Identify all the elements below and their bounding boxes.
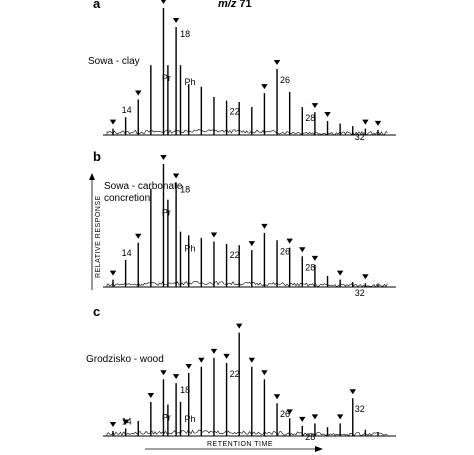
peak-label-22: 22 bbox=[230, 250, 240, 260]
peak-marker-icon bbox=[160, 155, 167, 160]
noise-trace bbox=[106, 129, 388, 136]
peak-marker-icon bbox=[286, 238, 293, 244]
peak-marker-icon bbox=[273, 59, 281, 65]
trace-panel-a: 14 Pr 18 Ph 22 26 28 32 bbox=[103, 0, 396, 142]
peak-marker-icon bbox=[362, 119, 369, 125]
trace-panel-b: 14 Pr 18 Ph 22 26 28 32 bbox=[103, 155, 396, 298]
peak-label-14: 14 bbox=[122, 105, 132, 115]
panel-letter-b: b bbox=[93, 149, 101, 164]
peak-label-14: 14 bbox=[122, 248, 132, 258]
sample-label-c: Grodzisko - wood bbox=[86, 354, 164, 365]
peak-label-ph: Ph bbox=[185, 77, 196, 87]
peak-marker-icon bbox=[185, 364, 192, 369]
x-axis-arrow bbox=[145, 446, 323, 452]
peak-label-28: 28 bbox=[305, 113, 315, 123]
peak-marker-icon bbox=[374, 120, 382, 126]
peak-marker-icon bbox=[336, 414, 344, 420]
peak-marker-icon bbox=[135, 90, 142, 96]
peak-marker-icon bbox=[198, 357, 205, 363]
peak-marker-icon bbox=[109, 421, 117, 427]
peak-marker-icon bbox=[122, 419, 129, 425]
peak-marker-icon bbox=[160, 370, 167, 376]
noise-trace bbox=[106, 429, 388, 437]
peak-marker-icon bbox=[311, 255, 319, 261]
peak-label-26: 26 bbox=[280, 409, 290, 419]
peak-label-ph: Ph bbox=[185, 244, 196, 254]
peak-label-pr: Pr bbox=[162, 208, 171, 218]
peak-marker-icon bbox=[248, 357, 256, 363]
peak-marker-icon bbox=[248, 241, 256, 247]
peak-marker-icon bbox=[311, 414, 319, 420]
peak-label-18: 18 bbox=[180, 385, 190, 395]
peak-marker-icon bbox=[210, 348, 218, 354]
y-axis-arrow bbox=[89, 173, 95, 290]
peak-marker-icon bbox=[109, 119, 117, 125]
peak-label-pr: Pr bbox=[162, 73, 171, 83]
trace-panel-c: 14 Pr 18 Ph 22 26 28 32 bbox=[103, 323, 396, 442]
sample-label-a: Sowa - clay bbox=[88, 56, 140, 67]
peak-marker-icon bbox=[172, 374, 180, 380]
peak-label-26: 26 bbox=[280, 246, 290, 256]
peak-marker-icon bbox=[324, 112, 331, 118]
peak-marker-icon bbox=[286, 409, 293, 415]
sample-label-b-line2: concretion bbox=[104, 193, 150, 204]
peak-marker-icon bbox=[223, 353, 230, 359]
mz-label: m/z 71 bbox=[218, 0, 252, 10]
peak-label-pr: Pr bbox=[162, 413, 171, 423]
peak-label-32: 32 bbox=[355, 288, 365, 298]
peak-marker-icon bbox=[160, 0, 167, 4]
peak-label-ph: Ph bbox=[185, 414, 196, 424]
peak-marker-icon bbox=[235, 323, 243, 329]
peak-label-28: 28 bbox=[305, 262, 315, 272]
y-axis-label: RELATIVE RESPONSE bbox=[95, 195, 102, 278]
peak-label-28: 28 bbox=[305, 432, 315, 442]
peak-marker-icon bbox=[273, 394, 281, 400]
peak-marker-icon bbox=[210, 232, 218, 238]
peak-marker-icon bbox=[362, 274, 369, 280]
peak-marker-icon bbox=[147, 392, 155, 398]
x-axis-label: RETENTION TIME bbox=[207, 441, 273, 448]
peak-marker-icon bbox=[299, 416, 306, 422]
peak-marker-icon bbox=[261, 84, 268, 90]
peak-label-18: 18 bbox=[180, 29, 190, 39]
peak-label-22: 22 bbox=[230, 369, 240, 379]
peak-marker-icon bbox=[109, 270, 117, 276]
panel-letter-c: c bbox=[93, 304, 100, 319]
peak-marker-icon bbox=[311, 103, 319, 109]
peak-marker-icon bbox=[261, 370, 268, 376]
peak-label-14: 14 bbox=[122, 416, 132, 426]
peak-marker-icon bbox=[172, 18, 180, 24]
peak-marker-icon bbox=[336, 270, 344, 276]
peak-marker-icon bbox=[261, 223, 268, 229]
peak-marker-icon bbox=[135, 233, 142, 239]
peak-marker-icon bbox=[172, 173, 180, 179]
noise-trace bbox=[106, 280, 388, 288]
peak-marker-icon bbox=[299, 247, 306, 253]
peak-label-18: 18 bbox=[180, 184, 190, 194]
peak-label-26: 26 bbox=[280, 75, 290, 85]
sample-label-b-line1: Sowa - carbonate bbox=[104, 181, 183, 192]
peak-label-32: 32 bbox=[355, 404, 365, 414]
peak-marker-icon bbox=[349, 389, 356, 395]
peak-label-22: 22 bbox=[230, 107, 240, 117]
peak-label-32: 32 bbox=[355, 132, 365, 142]
panel-letter-a: a bbox=[93, 0, 101, 11]
